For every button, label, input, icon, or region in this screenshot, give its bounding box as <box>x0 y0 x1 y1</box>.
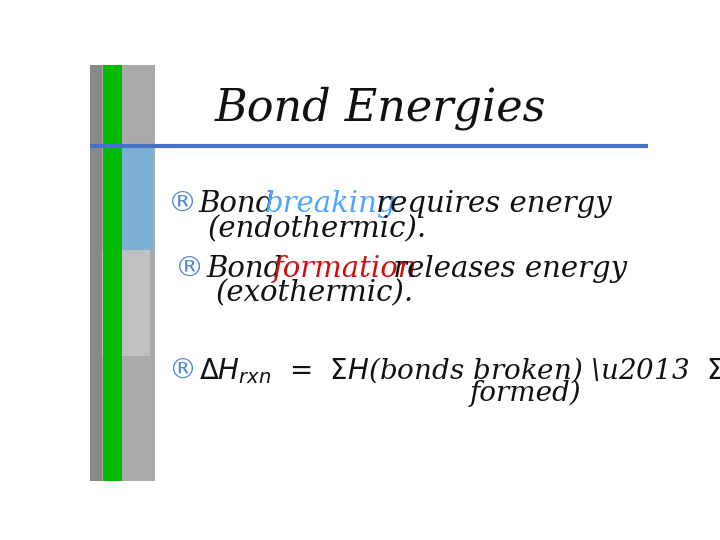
Text: (exothermic).: (exothermic). <box>215 280 414 307</box>
Text: formed): formed) <box>469 380 581 407</box>
Text: releases energy: releases energy <box>384 254 627 282</box>
Text: requires energy: requires energy <box>367 190 612 218</box>
Text: (endothermic).: (endothermic). <box>207 215 426 243</box>
Text: $\mathit{\Delta H_{rxn}}$  =  $\mathit{\Sigma H}$(bonds broken) \u2013  $\mathit: $\mathit{\Delta H_{rxn}}$ = $\mathit{\Si… <box>199 355 720 386</box>
Text: Bond: Bond <box>199 190 284 218</box>
Text: breaking: breaking <box>265 190 397 218</box>
Text: Bond: Bond <box>206 254 292 282</box>
Text: ®: ® <box>168 356 196 384</box>
Bar <box>102 65 156 481</box>
Text: formation: formation <box>272 254 417 282</box>
Bar <box>90 65 102 481</box>
Text: ®: ® <box>168 190 197 218</box>
Bar <box>122 148 153 250</box>
Text: ®: ® <box>175 254 204 282</box>
Bar <box>102 250 150 356</box>
Bar <box>104 65 122 481</box>
Text: Bond Energies: Bond Energies <box>215 86 546 130</box>
